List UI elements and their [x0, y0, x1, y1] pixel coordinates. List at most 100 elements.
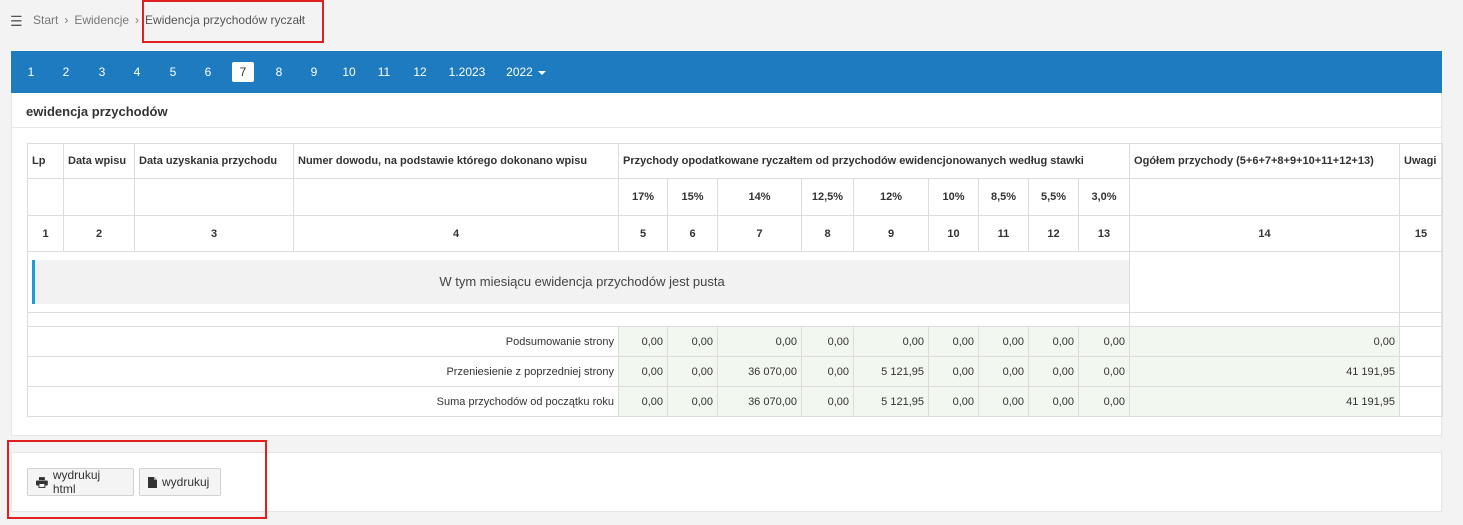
summary-value: 0,00 — [928, 356, 979, 387]
month-tab-8[interactable]: 8 — [275, 65, 283, 79]
summary-value: 0,00 — [928, 326, 979, 357]
summary-value: 0,00 — [1028, 386, 1079, 417]
column-number: 5 — [618, 215, 668, 252]
document-icon — [148, 476, 157, 488]
summary-total: 0,00 — [1129, 326, 1401, 357]
column-number: 12 — [1028, 215, 1079, 252]
summary-value: 0,00 — [717, 326, 802, 357]
header-data-uzyskania: Data uzyskania przychodu — [134, 143, 294, 179]
month-tab-10[interactable]: 10 — [342, 65, 356, 79]
summary-value: 0,00 — [1077, 356, 1131, 387]
print-html-button[interactable]: wydrukuj html — [27, 468, 134, 496]
column-number: 7 — [717, 215, 802, 252]
column-numbers-row: 1 2 3 4 5 6 7 8 9 10 11 12 13 14 15 — [27, 215, 1444, 252]
summary-value: 0,00 — [801, 386, 854, 417]
summary-value: 0,00 — [978, 386, 1029, 417]
header-ogolem: Ogółem przychody (5+6+7+8+9+10+11+12+13) — [1129, 143, 1401, 179]
month-tab-5[interactable]: 5 — [169, 65, 177, 79]
summary-value: 5 121,95 — [853, 356, 929, 387]
print-label: wydrukuj — [162, 475, 210, 489]
hamburger-menu-icon[interactable]: ☰ — [10, 13, 23, 29]
summary-value: 0,00 — [667, 326, 718, 357]
table-header-row: Lp Data wpisu Data uzyskania przychodu N… — [27, 143, 1444, 179]
rate-17: 17% — [618, 178, 668, 216]
breadcrumb-start[interactable]: Start — [33, 13, 59, 27]
ledger-table: Lp Data wpisu Data uzyskania przychodu N… — [26, 143, 1444, 417]
summary-label: Podsumowanie strony — [27, 326, 619, 357]
summary-value: 0,00 — [618, 326, 668, 357]
month-nav: 1 2 3 4 5 6 7 8 9 10 11 12 1.2023 2022 — [11, 51, 1442, 93]
summary-value: 0,00 — [667, 386, 718, 417]
actions-panel: wydrukuj html wydrukuj — [11, 452, 1442, 512]
summary-value: 0,00 — [1028, 326, 1079, 357]
summary-value: 0,00 — [928, 386, 979, 417]
column-number: 6 — [667, 215, 718, 252]
rate-15: 15% — [667, 178, 718, 216]
highlight-box-breadcrumb — [142, 0, 324, 43]
column-number: 4 — [293, 215, 619, 252]
column-number: 15 — [1399, 215, 1444, 252]
column-number: 1 — [27, 215, 64, 252]
chevron-right-icon: › — [64, 13, 69, 27]
rate-5-5: 5,5% — [1028, 178, 1079, 216]
column-number: 11 — [978, 215, 1029, 252]
month-tab-6[interactable]: 6 — [204, 65, 212, 79]
summary-label: Przeniesienie z poprzedniej strony — [27, 356, 619, 387]
highlight-box-buttons — [7, 440, 267, 519]
summary-row-year-total: Suma przychodów od początku roku 0,00 0,… — [27, 386, 1444, 417]
summary-label: Suma przychodów od początku roku — [27, 386, 619, 417]
top-bar: ☰ Start › Ewidencje › Ewidencja przychod… — [0, 0, 1463, 44]
header-przychody: Przychody opodatkowane ryczałtem od przy… — [617, 143, 1131, 179]
breadcrumb: Start › Ewidencje › Ewidencja przychodów… — [33, 13, 305, 27]
column-number: 10 — [928, 215, 979, 252]
month-tab-7-active[interactable]: 7 — [232, 62, 254, 82]
summary-value: 0,00 — [801, 326, 854, 357]
year-dropdown-label: 2022 — [506, 65, 533, 79]
print-button[interactable]: wydrukuj — [139, 468, 221, 496]
breadcrumb-ewidencje[interactable]: Ewidencje — [74, 13, 130, 27]
empty-row: W tym miesiącu ewidencja przychodów jest… — [26, 251, 1444, 313]
header-lp: Lp — [27, 143, 64, 179]
panel-divider — [12, 127, 1441, 128]
header-numer-dowodu: Numer dowodu, na podstawie którego dokon… — [293, 143, 619, 179]
rates-row: 17% 15% 14% 12,5% 12% 10% 8,5% 5,5% 3,0% — [27, 178, 1444, 216]
summary-row-page: Podsumowanie strony 0,00 0,00 0,00 0,00 … — [27, 326, 1444, 357]
summary-value: 0,00 — [1077, 326, 1131, 357]
summary-value: 0,00 — [853, 326, 929, 357]
caret-down-icon — [537, 70, 546, 75]
summary-value: 36 070,00 — [717, 356, 802, 387]
month-tab-4[interactable]: 4 — [133, 65, 141, 79]
summary-value: 0,00 — [978, 356, 1029, 387]
rate-3-0: 3,0% — [1077, 178, 1131, 216]
printer-icon — [36, 476, 48, 488]
summary-total: 41 191,95 — [1129, 386, 1401, 417]
column-number: 14 — [1129, 215, 1401, 252]
month-tab-1[interactable]: 1 — [27, 65, 35, 79]
rate-12-5: 12,5% — [801, 178, 854, 216]
summary-row-carryover: Przeniesienie z poprzedniej strony 0,00 … — [27, 356, 1444, 387]
summary-total: 41 191,95 — [1129, 356, 1401, 387]
month-tab-3[interactable]: 3 — [98, 65, 106, 79]
column-number: 8 — [801, 215, 854, 252]
ledger-panel: ewidencja przychodów Lp Data wpisu Data … — [11, 93, 1444, 436]
summary-value: 5 121,95 — [853, 386, 929, 417]
chevron-right-icon: › — [135, 13, 140, 27]
year-dropdown[interactable]: 2022 — [502, 62, 550, 82]
month-tab-jan-2023[interactable]: 1.2023 — [448, 65, 486, 79]
summary-value: 0,00 — [618, 356, 668, 387]
header-data-wpisu: Data wpisu — [63, 143, 135, 179]
summary-value: 0,00 — [978, 326, 1029, 357]
column-number: 13 — [1077, 215, 1131, 252]
summary-value: 0,00 — [801, 356, 854, 387]
month-tab-9[interactable]: 9 — [310, 65, 318, 79]
summary-value: 0,00 — [1077, 386, 1131, 417]
header-uwagi: Uwagi — [1399, 143, 1444, 179]
month-tab-11[interactable]: 11 — [377, 65, 391, 79]
month-tab-2[interactable]: 2 — [62, 65, 70, 79]
month-tab-12[interactable]: 12 — [413, 65, 427, 79]
column-number: 2 — [63, 215, 135, 252]
rate-14: 14% — [717, 178, 802, 216]
breadcrumb-current: Ewidencja przychodów ryczałt — [145, 13, 306, 27]
column-number: 3 — [134, 215, 294, 252]
rate-10: 10% — [928, 178, 979, 216]
